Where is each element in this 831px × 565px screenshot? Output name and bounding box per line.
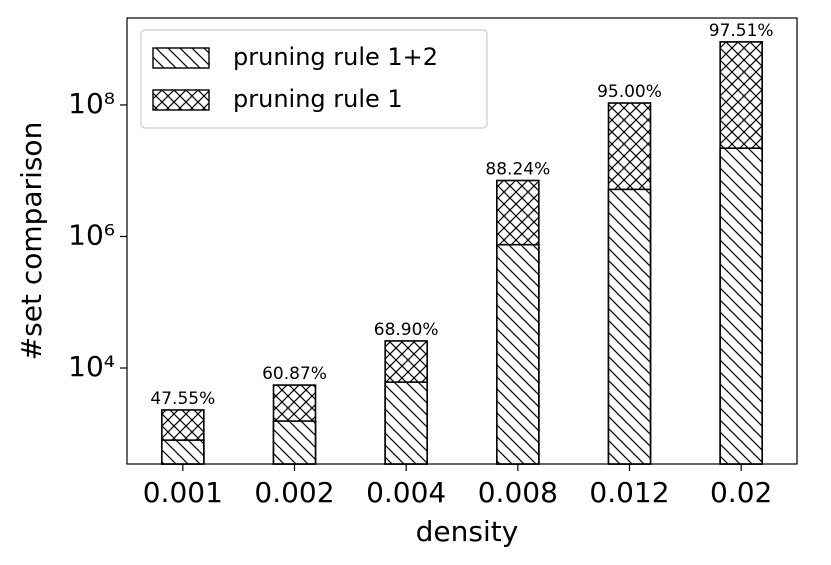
bar-label: 95.00% [597, 82, 662, 102]
x-tick-label: 0.002 [254, 476, 334, 509]
y-axis-label: #set comparison [15, 122, 48, 361]
x-tick-label: 0.008 [478, 476, 558, 509]
bar-label: 68.90% [374, 320, 439, 340]
bar [496, 243, 540, 465]
y-tick-label: 10⁴ [68, 350, 115, 383]
x-tick-label: 0.004 [366, 476, 446, 509]
bar-label: 47.55% [150, 389, 215, 409]
bar [161, 439, 205, 465]
x-tick-label: 0.02 [710, 476, 772, 509]
legend-swatch [152, 89, 210, 111]
y-tick-label: 10⁸ [68, 87, 115, 120]
bar [272, 420, 317, 465]
bar-label: 88.24% [485, 159, 550, 179]
x-tick-label: 0.001 [143, 476, 223, 509]
y-tick-label: 10⁶ [68, 218, 115, 251]
legend-swatch [152, 47, 210, 69]
x-axis-label: density [416, 515, 519, 548]
bar-label: 60.87% [262, 364, 327, 384]
legend-label: pruning rule 1+2 [233, 43, 438, 71]
bar [719, 147, 763, 465]
bar [384, 381, 428, 465]
bar [607, 188, 652, 465]
plot-frame [126, 17, 798, 465]
legend-box [140, 29, 488, 129]
bar-label: 97.51% [709, 21, 774, 41]
legend-label: pruning rule 1 [233, 85, 403, 113]
x-tick-label: 0.012 [589, 476, 669, 509]
